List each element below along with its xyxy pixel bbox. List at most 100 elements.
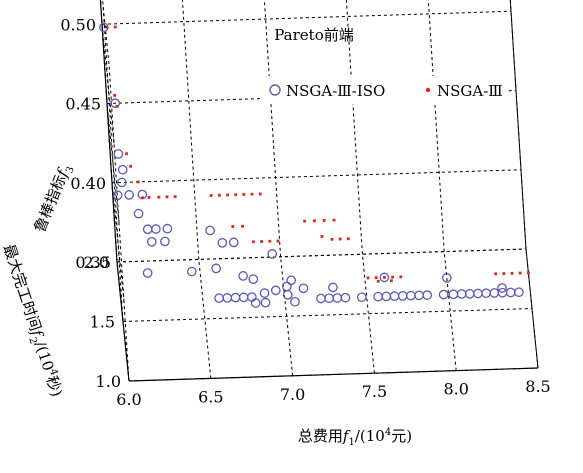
data-point-nsga3 [231,225,235,228]
data-point-nsga3-iso [238,292,249,303]
data-point-nsga3 [226,193,229,197]
data-point-nsga3 [113,93,117,97]
data-point-nsga3 [346,237,350,241]
data-point-nsga3-iso [282,281,292,292]
data-point-nsga3 [276,239,280,243]
x-tick-label: 7.5 [362,382,387,401]
data-point-nsga3-iso [211,263,221,274]
data-point-nsga3 [147,196,151,199]
data-point-nsga3-iso [298,283,309,294]
z-axis-line [99,0,118,263]
legend-label-nsga3: NSGA-Ⅲ [437,82,503,100]
grid-line-back-z [111,169,522,184]
data-point-nsga3-iso [267,249,278,259]
data-point-nsga3-iso [316,293,326,304]
grid-line-side-z [106,103,120,223]
data-point-nsga3-iso [124,190,135,200]
data-point-nsga3 [374,276,378,280]
data-point-nsga3-iso [389,291,400,302]
data-point-nsga3 [217,193,221,197]
data-point-nsga3-iso [162,223,173,234]
data-point-nsga3-iso [497,283,507,293]
y-axis-label: 最大完工时间f2/(104秒) [0,242,66,400]
axes [99,0,539,382]
grid-line-back-z [101,10,512,25]
data-point-nsga3 [322,219,326,222]
x-tick-label: 8.0 [443,380,468,399]
data-point-nsga3-iso [259,288,270,298]
data-point-nsga3-iso [356,292,367,303]
data-point-nsga3-iso [260,297,271,308]
grid [99,0,539,382]
data-point-nsga3-iso [441,272,452,283]
data-point-nsga3-iso [222,293,233,303]
data-point-nsga3 [320,235,324,238]
data-point-nsga3-iso [133,208,144,219]
data-point-nsga3 [129,164,133,168]
data-point-nsga3 [252,240,255,244]
data-point-nsga3 [241,224,245,228]
data-point-nsga3-iso [214,293,224,303]
z-tick-label: 0.40 [70,174,106,193]
data-point-nsga3-iso [217,237,228,248]
data-point-nsga3-iso [514,287,524,298]
data-point-nsga3-iso [414,290,424,301]
grid-line-floor-x [280,256,294,376]
grid-line-back-x [509,0,527,250]
z-tick-label: 0.50 [60,15,96,34]
legend-marker-iso [269,84,281,96]
data-point-nsga3 [330,237,334,241]
data-point-nsga3 [494,272,498,276]
data-point-nsga3-iso [340,292,351,303]
legend-marker-nsga3 [425,87,431,93]
grid-line-side-y [102,4,124,322]
data-point-nsga3-iso [448,289,459,300]
data-point-nsga3-iso [379,272,390,283]
data-point-nsga3-iso [286,275,297,286]
grid-line-floor-y [122,308,533,322]
data-point-nsga3-iso [248,274,259,285]
data-point-nsga3-iso [406,290,416,301]
data-point-nsga3-iso [270,285,281,296]
data-point-nsga3-iso [142,224,153,235]
y-axis-line [116,261,130,382]
data-point-nsga3 [258,192,262,196]
legend: NSGA-Ⅲ-ISO NSGA-Ⅲ [262,76,508,104]
data-point-nsga3-iso [397,291,408,301]
data-point-nsga3-iso [438,289,449,300]
grid-line-floor-x [443,251,457,371]
data-point-nsga3 [303,219,306,223]
z-tick-label: 0.45 [65,95,101,114]
data-point-nsga3 [209,194,213,197]
data-point-nsga3 [518,271,522,275]
data-point-nsga3 [157,195,161,199]
grid-line-floor-x [361,254,375,374]
data-point-nsga3-iso [473,288,483,299]
box-edge [509,0,527,250]
grid-line-floor-x [198,259,212,379]
data-point-nsga3 [527,271,530,275]
data-point-nsga3-iso [160,236,170,247]
tick-labels: 6.0 6.5 7.0 7.5 8.0 8.5 1.0 1.5 2.00.35 0.40 0.45 0… [60,15,550,409]
data-point-nsga3-iso [422,290,433,300]
grid-line-floor-y [116,248,527,263]
data-point-nsga3 [399,275,403,279]
z-tick-label: 0.35 [75,253,111,272]
grid-line-back-x [181,0,200,260]
x-axis-label: 总费用f1/(104元) [298,427,412,448]
data-point-nsga3-iso [186,266,197,277]
data-point-nsga3 [250,192,254,196]
data-point-nsga3-iso [238,271,248,281]
y-tick-label: 1.0 [96,372,121,391]
data-point-nsga3 [502,272,506,275]
data-point-nsga3-iso [332,293,343,303]
data-point-nsga3 [312,219,316,223]
data-point-nsga3-iso [228,237,239,248]
data-point-nsga3-iso [250,298,261,308]
y-tick-label: 2.0 [84,253,109,272]
data-point-nsga3-iso [464,288,475,299]
data-point-nsga3 [165,195,169,199]
data-point-nsga3 [234,193,238,197]
data-point-nsga3-iso [205,225,215,236]
data-point-nsga3 [389,279,393,283]
